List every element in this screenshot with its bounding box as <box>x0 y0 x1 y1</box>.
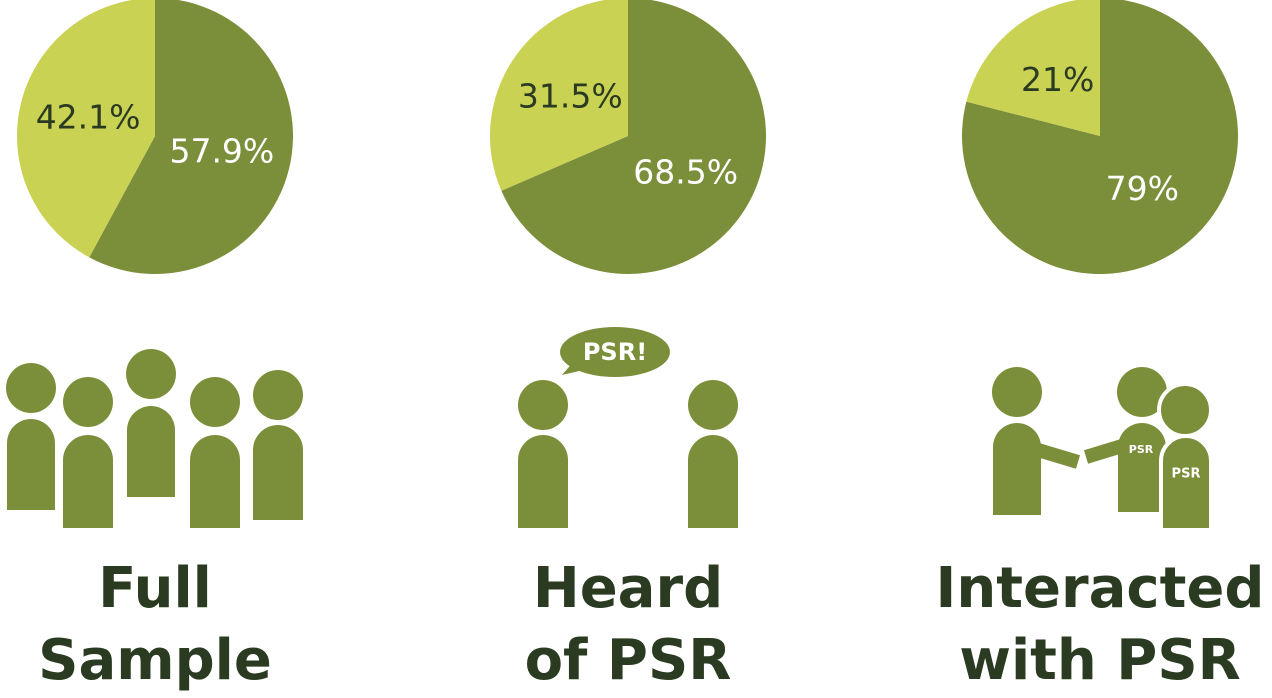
pie-slice <box>89 0 293 274</box>
person-head <box>126 349 176 399</box>
slice-label: 68.5% <box>633 152 738 191</box>
arm <box>1083 439 1125 464</box>
person-body <box>253 425 303 520</box>
person-head <box>190 377 240 427</box>
person-body <box>518 435 568 528</box>
person-head <box>688 380 738 430</box>
slice-label: 31.5% <box>518 77 623 116</box>
slice-label: 57.9% <box>169 131 274 170</box>
arm <box>1035 443 1081 469</box>
person-body <box>688 435 738 528</box>
slice-label: 42.1% <box>36 98 141 137</box>
bubble-text: PSR! <box>583 338 647 366</box>
pie-slice <box>17 0 155 258</box>
caption: Interacted with PSR <box>935 556 1265 693</box>
pie-slice <box>966 0 1100 136</box>
person-body <box>7 419 55 510</box>
caption: Full Sample <box>38 556 272 693</box>
person-body <box>63 435 113 528</box>
person-head <box>6 363 56 413</box>
person-body <box>1118 423 1166 512</box>
person-head <box>63 377 113 427</box>
person-head <box>518 380 568 430</box>
pie-slice <box>962 0 1238 274</box>
speech-tail <box>562 360 592 375</box>
icons <box>6 327 1213 532</box>
person-body <box>993 423 1041 515</box>
caption: Heard of PSR <box>524 556 732 693</box>
person-body <box>190 435 240 528</box>
person-body <box>127 406 175 497</box>
person-head <box>1157 382 1213 438</box>
person-head <box>992 367 1042 417</box>
slice-label: 21% <box>1021 60 1094 99</box>
speech-bubble <box>560 327 670 377</box>
pie-slice <box>490 0 628 191</box>
shirt-text: PSR <box>1129 443 1154 456</box>
shirt-text: PSR <box>1172 467 1201 482</box>
person-head <box>1117 367 1167 417</box>
pie-slice <box>501 0 766 274</box>
person-body <box>1159 434 1213 532</box>
person-head <box>253 370 303 420</box>
slice-label: 79% <box>1106 169 1179 208</box>
